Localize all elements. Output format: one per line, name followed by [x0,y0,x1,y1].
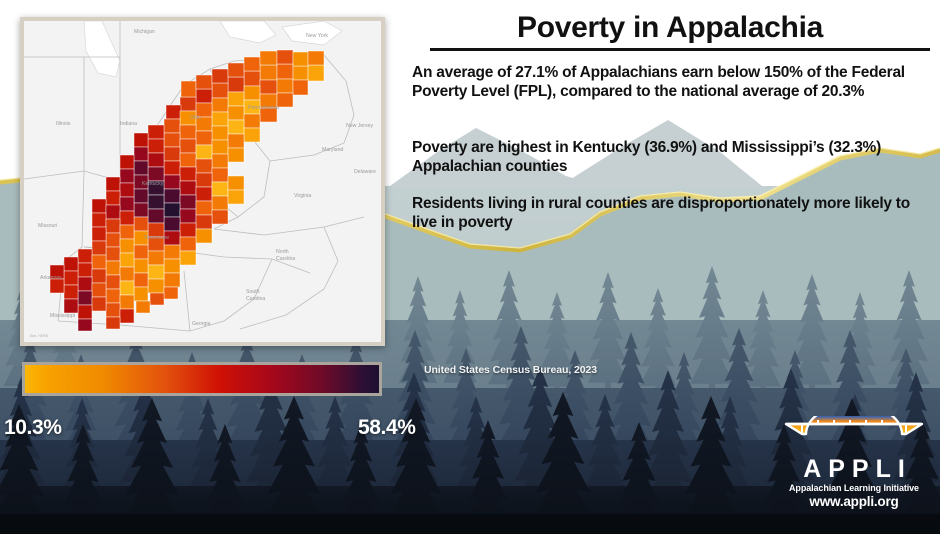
logo-url[interactable]: www.appli.org [809,494,899,509]
svg-text:Carolina: Carolina [276,256,295,262]
svg-text:Illinois: Illinois [56,121,71,127]
source-citation: United States Census Bureau, 2023 [424,364,597,376]
logo-wordmark: APPLI [803,455,912,483]
legend-gradient [25,365,379,393]
county-polygons [49,49,325,332]
svg-text:South: South [246,289,260,295]
svg-text:Arkansas: Arkansas [40,275,62,281]
svg-text:North: North [276,249,289,255]
legend-colorbar [22,362,382,396]
mountain-layer-far [390,120,762,186]
bridge-arch-icon [784,402,924,436]
map-canvas[interactable]: Michigan Illinois Indiana Ohio New York … [24,21,381,342]
svg-text:New York: New York [306,33,328,39]
legend-min-label: 10.3% [4,416,62,439]
svg-text:Missouri: Missouri [38,223,57,229]
svg-text:Maryland: Maryland [322,147,343,153]
svg-text:Delaware: Delaware [354,169,376,175]
stat-paragraph-3: Residents living in rural counties are d… [412,195,910,231]
title-underline [430,48,930,51]
svg-text:Virginia: Virginia [294,193,311,199]
map-graphic: Michigan Illinois Indiana Ohio New York … [24,21,381,342]
map-attribution: Esri, HERE [30,334,49,338]
svg-text:Indiana: Indiana [120,121,137,127]
svg-text:Tennessee: Tennessee [144,235,169,241]
page-title: Poverty in Appalachia [516,11,824,44]
logo-tagline: Appalachian Learning Initiative [789,483,919,493]
svg-text:Michigan: Michigan [134,29,155,35]
choropleth-map[interactable]: Michigan Illinois Indiana Ohio New York … [20,17,385,346]
svg-text:New Jersey: New Jersey [346,123,374,129]
svg-text:Ohio: Ohio [190,115,201,121]
svg-text:Carolina: Carolina [246,296,265,302]
stat-paragraph-1: An average of 27.1% of Appalachians earn… [412,64,905,100]
svg-text:Mississippi: Mississippi [50,313,75,319]
stat-paragraph-2: Poverty are highest in Kentucky (36.9%) … [412,139,882,175]
appli-logo[interactable]: APPLI Appalachian Learning Initiative ww… [778,402,930,509]
header-panel: Poverty in Appalachia [400,8,940,51]
svg-text:Pennsylvania: Pennsylvania [248,105,279,111]
state-label-group: Michigan Illinois Indiana Ohio New York … [38,29,376,327]
svg-text:Georgia: Georgia [192,321,211,327]
legend-max-label: 58.4% [358,416,416,439]
svg-text:Kentucky: Kentucky [142,181,164,187]
